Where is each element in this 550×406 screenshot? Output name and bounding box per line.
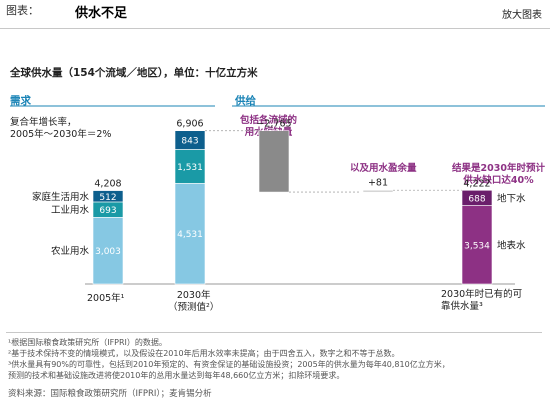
demand-value-1-agriculture: 4,531	[177, 230, 203, 240]
gap-result-annotation: 结果是2030年时预计 供水缺口达40%	[452, 163, 545, 186]
surplus-value: +81	[368, 177, 388, 188]
footnote-3: ³供水量具有90%的可靠性，包括到2010年预定的、有资金保证的基础设施投资；2…	[8, 360, 450, 369]
stack-label-industry: 工业用水	[51, 204, 90, 216]
source-line: 资料来源：国际粮食政策研究所（IFPRI）；麦肯锡分析	[8, 389, 212, 399]
surplus-annotation: 以及用水盈余量	[350, 163, 417, 174]
shortage-bar	[258, 130, 290, 193]
footnote-divider	[6, 332, 542, 333]
demand-bar-1-agriculture	[174, 183, 206, 285]
footnote-1: ¹根据国际粮食政策研究所（IFPRI）的数据。	[8, 338, 167, 347]
header-divider	[0, 28, 550, 29]
supply-heading: 供给	[235, 95, 256, 107]
supply-value-surface: 3,534	[464, 241, 490, 251]
category-label-reliable-supply: 2030年时已有的可 靠供水量³	[441, 289, 523, 312]
enlarge-chart-link[interactable]: 放大图表	[502, 10, 542, 21]
category-label-2005: 2005年¹	[87, 293, 125, 304]
supply-value-ground: 688	[468, 194, 485, 204]
demand-bar-0-domestic	[92, 190, 124, 203]
chart-title: 全球供水量（154个流域／地区），单位：十亿立方米	[10, 67, 258, 79]
footnote-3-cont: 预测的技术和基础设施改进将使2010年的总用水量达到每年48,660亿立方米；扣…	[8, 371, 345, 380]
demand-heading: 需求	[10, 95, 31, 107]
growth-rate-label: 复合年增长率， 2005年～2030年＝2%	[10, 117, 112, 140]
demand-value-1-industry: 1,531	[177, 163, 203, 173]
demand-bar-0-agriculture	[92, 217, 124, 285]
supply-total: 4,222	[463, 178, 490, 189]
supply-label-ground: 地下水	[497, 192, 526, 204]
demand-value-1-domestic: 843	[181, 137, 198, 147]
supply-bar-ground	[461, 189, 493, 206]
figure-label: 图表：	[6, 4, 39, 17]
surplus-bar	[362, 189, 394, 193]
category-label-2030: 2030年 （预测值²）	[168, 290, 220, 313]
demand-value-0-agriculture: 3,003	[95, 247, 121, 257]
demand-bar-1-industry	[174, 149, 206, 184]
shortage-value: −2,765	[256, 119, 291, 130]
demand-total-0: 4,208	[94, 179, 121, 190]
demand-total-1: 6,906	[176, 119, 203, 130]
stack-label-agriculture: 农业用水	[51, 245, 90, 257]
stack-label-domestic: 家庭生活用水	[32, 191, 90, 203]
footnote-2: ²基于技术保持不变的情境模式，以及假设在2010年后用水效率未提高；由于四舍五入…	[8, 349, 400, 358]
page-title: 供水不足	[75, 6, 128, 21]
demand-bar-1-domestic	[174, 130, 206, 150]
demand-value-0-domestic: 512	[99, 193, 116, 203]
supply-label-surface: 地表水	[497, 239, 526, 251]
demand-value-0-industry: 693	[99, 206, 116, 216]
